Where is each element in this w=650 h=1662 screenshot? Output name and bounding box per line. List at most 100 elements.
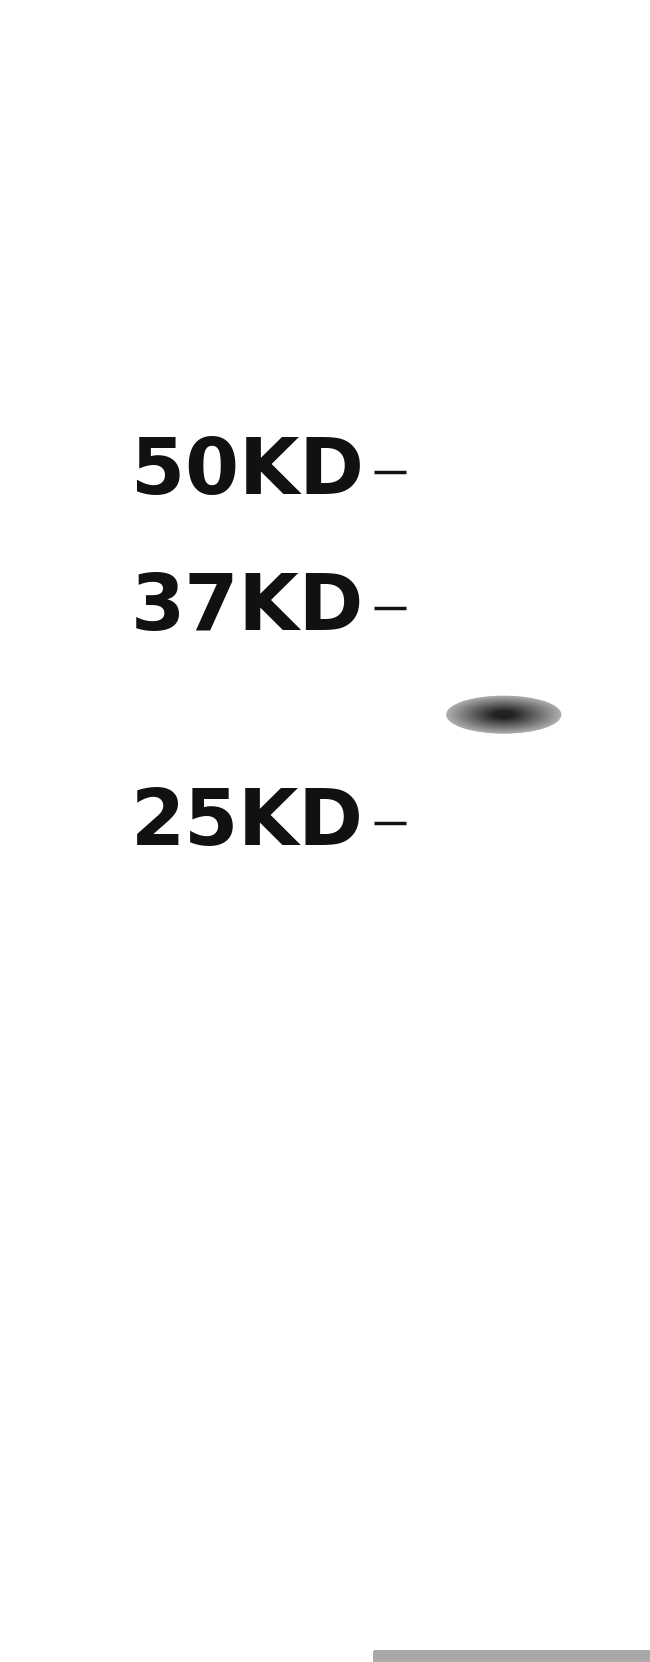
Bar	[374, 1655, 650, 1660]
Bar	[374, 1654, 650, 1659]
Bar	[374, 1655, 650, 1660]
Bar	[374, 1654, 650, 1660]
Text: 37KD: 37KD	[131, 570, 364, 647]
Ellipse shape	[452, 698, 556, 731]
Bar	[374, 1655, 650, 1660]
Bar	[374, 1654, 650, 1659]
Bar	[374, 1655, 650, 1662]
Ellipse shape	[461, 701, 547, 728]
Bar	[374, 1654, 650, 1660]
Bar	[374, 1654, 650, 1659]
Bar	[374, 1655, 650, 1662]
Bar	[374, 1652, 650, 1657]
Bar	[374, 1654, 650, 1659]
Ellipse shape	[458, 700, 550, 730]
Ellipse shape	[491, 711, 516, 718]
Bar	[374, 1654, 650, 1659]
Ellipse shape	[448, 696, 560, 733]
Bar	[374, 1654, 650, 1660]
Bar	[374, 1654, 650, 1659]
Ellipse shape	[447, 696, 560, 733]
Bar	[374, 1654, 650, 1659]
Ellipse shape	[471, 705, 536, 725]
Bar	[374, 1650, 650, 1657]
Bar	[374, 1654, 650, 1659]
Bar	[374, 1657, 650, 1662]
Bar	[374, 1652, 650, 1659]
Bar	[374, 1652, 650, 1657]
Bar	[374, 1654, 650, 1659]
Bar	[374, 1652, 650, 1657]
Bar	[374, 1655, 650, 1660]
Bar	[374, 1654, 650, 1659]
Ellipse shape	[495, 711, 512, 718]
Bar	[374, 1655, 650, 1662]
Bar	[374, 1654, 650, 1660]
Bar	[374, 1652, 650, 1659]
Bar	[374, 1652, 650, 1657]
Bar	[374, 1655, 650, 1660]
Ellipse shape	[480, 706, 528, 723]
Bar	[374, 1654, 650, 1659]
Bar	[374, 1654, 650, 1659]
Bar	[374, 1652, 650, 1659]
Bar	[374, 1652, 650, 1657]
Bar	[374, 1654, 650, 1659]
Bar	[374, 1654, 650, 1660]
Bar	[374, 1654, 650, 1660]
Bar	[374, 1654, 650, 1660]
Bar	[374, 1654, 650, 1659]
Bar	[374, 1654, 650, 1660]
Ellipse shape	[476, 706, 531, 723]
Bar	[374, 1655, 650, 1660]
Bar	[374, 1652, 650, 1657]
Bar	[374, 1654, 650, 1659]
Bar	[374, 1655, 650, 1662]
Bar	[374, 1654, 650, 1659]
Bar	[374, 1655, 650, 1660]
Bar	[374, 1652, 650, 1659]
Bar	[374, 1657, 650, 1662]
Bar	[374, 1652, 650, 1657]
Bar	[374, 1654, 650, 1659]
Bar	[374, 1655, 650, 1660]
Bar	[374, 1652, 650, 1657]
Bar	[374, 1654, 650, 1659]
Bar	[374, 1652, 650, 1657]
Bar	[374, 1655, 650, 1662]
Bar	[374, 1654, 650, 1659]
Bar	[374, 1652, 650, 1657]
Bar	[374, 1655, 650, 1662]
Bar	[374, 1654, 650, 1660]
Bar	[374, 1655, 650, 1660]
Bar	[374, 1652, 650, 1659]
Ellipse shape	[474, 705, 533, 725]
Bar	[374, 1652, 650, 1657]
Bar	[374, 1657, 650, 1662]
Ellipse shape	[493, 711, 514, 718]
Ellipse shape	[462, 701, 546, 728]
Bar	[374, 1652, 650, 1657]
Bar	[374, 1654, 650, 1660]
Bar	[374, 1657, 650, 1662]
Bar	[374, 1652, 650, 1657]
Bar	[374, 1655, 650, 1660]
Bar	[374, 1652, 650, 1657]
Bar	[374, 1655, 650, 1660]
Bar	[374, 1655, 650, 1660]
Bar	[374, 1654, 650, 1659]
Bar	[374, 1654, 650, 1659]
Bar	[374, 1655, 650, 1660]
Bar	[374, 1654, 650, 1659]
Bar	[374, 1655, 650, 1660]
Ellipse shape	[459, 700, 549, 730]
Bar	[374, 1650, 650, 1657]
Bar	[374, 1655, 650, 1660]
Ellipse shape	[476, 706, 532, 723]
Ellipse shape	[455, 700, 552, 730]
Bar	[374, 1654, 650, 1659]
Bar	[374, 1655, 650, 1660]
Bar	[374, 1652, 650, 1657]
Ellipse shape	[488, 710, 519, 720]
Bar	[374, 1655, 650, 1660]
